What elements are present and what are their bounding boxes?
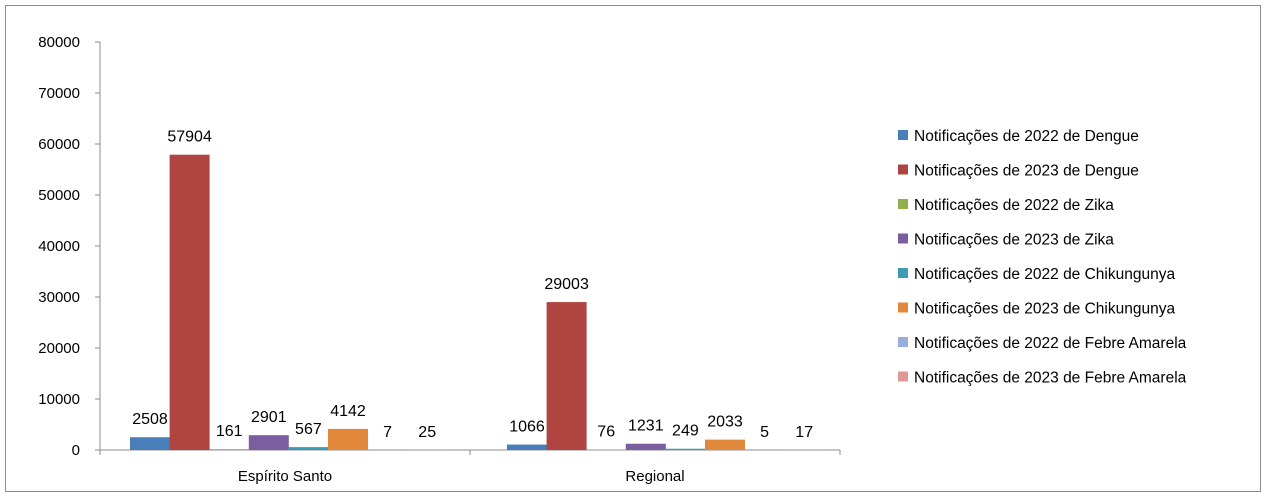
y-tick-label: 50000 bbox=[38, 187, 80, 204]
legend-label: Notificações de 2022 de Zika bbox=[914, 197, 1114, 214]
legend-label: Notificações de 2023 de Dengue bbox=[914, 163, 1139, 180]
bar-value-label: 25 bbox=[418, 424, 436, 441]
bar-value-label: 1066 bbox=[509, 419, 545, 436]
chart-bars bbox=[130, 154, 825, 450]
bar bbox=[546, 302, 587, 450]
bar-value-label: 7 bbox=[383, 424, 392, 441]
bar-value-label: 57904 bbox=[167, 129, 212, 146]
bar-value-label: 249 bbox=[672, 423, 699, 440]
bar-value-label: 567 bbox=[295, 421, 322, 438]
bar-value-label: 17 bbox=[795, 424, 813, 441]
bar-value-label: 161 bbox=[216, 423, 243, 440]
legend-swatch bbox=[898, 371, 908, 382]
legend-swatch bbox=[898, 233, 908, 244]
y-tick-label: 0 bbox=[72, 442, 80, 459]
y-tick-label: 70000 bbox=[38, 85, 80, 102]
legend-swatch bbox=[898, 164, 908, 175]
bar bbox=[288, 447, 329, 450]
legend-swatch bbox=[898, 337, 908, 347]
chart-axes bbox=[99, 42, 841, 455]
data-labels: 2508 57904 161 2901 567 4142 7 25 1066 29003 76 123… bbox=[132, 129, 813, 441]
bar bbox=[209, 449, 250, 450]
x-category-label: Espírito Santo bbox=[238, 468, 332, 485]
legend-swatch bbox=[898, 130, 908, 140]
bar-value-label: 5 bbox=[760, 424, 769, 441]
bar-value-label: 76 bbox=[597, 424, 615, 441]
legend-swatch bbox=[898, 199, 908, 209]
bar bbox=[625, 443, 666, 450]
bar bbox=[248, 435, 289, 450]
legend-label: Notificações de 2023 de Febre Amarela bbox=[914, 370, 1187, 387]
bar bbox=[328, 428, 368, 450]
chart-frame bbox=[5, 5, 1261, 492]
bar-value-label: 2508 bbox=[132, 411, 168, 428]
bar bbox=[130, 437, 170, 450]
bar-value-label: 1231 bbox=[628, 418, 664, 435]
y-axis-ticks: 0 10000 20000 30000 40000 50000 60000 70000 8000… bbox=[38, 34, 100, 459]
bar-value-label: 2901 bbox=[251, 409, 287, 426]
legend-label: Notificações de 2023 de Chikungunya bbox=[914, 301, 1175, 318]
bar bbox=[705, 439, 745, 450]
bar bbox=[169, 154, 210, 450]
y-tick-label: 40000 bbox=[38, 238, 80, 255]
bar bbox=[665, 448, 706, 450]
y-tick-label: 80000 bbox=[38, 34, 80, 51]
bar-value-label: 2033 bbox=[707, 414, 743, 431]
y-tick-label: 10000 bbox=[38, 391, 80, 408]
x-axis-categories: Espírito Santo Regional bbox=[238, 468, 685, 485]
y-tick-label: 30000 bbox=[38, 289, 80, 306]
legend-swatch bbox=[898, 302, 908, 313]
x-category-label: Regional bbox=[625, 468, 684, 485]
legend-swatch bbox=[898, 268, 908, 278]
legend-label: Notificações de 2022 de Dengue bbox=[914, 128, 1139, 145]
bar-value-label: 4142 bbox=[330, 403, 366, 420]
legend-label: Notificações de 2022 de Febre Amarela bbox=[914, 335, 1187, 352]
bar bbox=[507, 444, 547, 450]
legend-label: Notificações de 2023 de Zika bbox=[914, 232, 1114, 249]
y-tick-label: 20000 bbox=[38, 340, 80, 357]
chart-legend: Notificações de 2022 de Dengue Notificaçõ… bbox=[898, 128, 1187, 387]
bar-value-label: 29003 bbox=[544, 276, 589, 293]
y-tick-label: 60000 bbox=[38, 136, 80, 153]
legend-label: Notificações de 2022 de Chikungunya bbox=[914, 266, 1175, 283]
